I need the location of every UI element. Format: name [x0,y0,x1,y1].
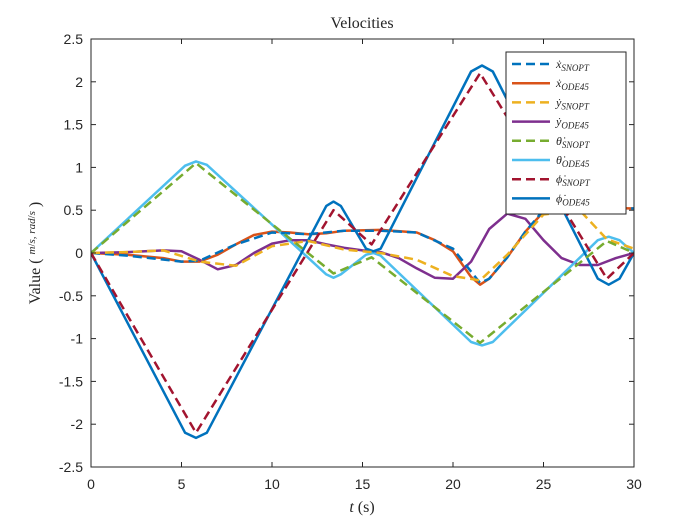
y-tick-label: 0.5 [64,202,84,218]
chart-title: Velocities [330,15,393,32]
legend-box [506,52,626,214]
x-axis-title: t (s) [349,499,374,516]
y-tick-label: 2 [75,74,83,90]
y-tick-label: -2 [71,416,84,432]
x-tick-label: 20 [445,476,461,492]
y-tick-label: 0 [75,245,83,261]
x-tick-label: 25 [536,476,552,492]
y-tick-label: 2.5 [64,31,84,47]
y-tick-label: 1.5 [64,117,84,133]
y-tick-label: -2.5 [59,459,83,475]
x-tick-label: 30 [626,476,642,492]
y-tick-label: 1 [75,159,83,175]
x-tick-label: 0 [87,476,95,492]
y-tick-label: -1 [71,331,84,347]
legend: ẋSNOPTẋODE45ẏSNOPTẏODE45θ̇SNOPTθ̇ODE45ϕ̇… [506,52,626,214]
x-tick-label: 15 [355,476,371,492]
svg-text:t (s): t (s) [349,499,374,516]
x-tick-label: 5 [178,476,186,492]
y-tick-label: -0.5 [59,288,83,304]
y-tick-label: -1.5 [59,373,83,389]
x-tick-label: 10 [264,476,280,492]
